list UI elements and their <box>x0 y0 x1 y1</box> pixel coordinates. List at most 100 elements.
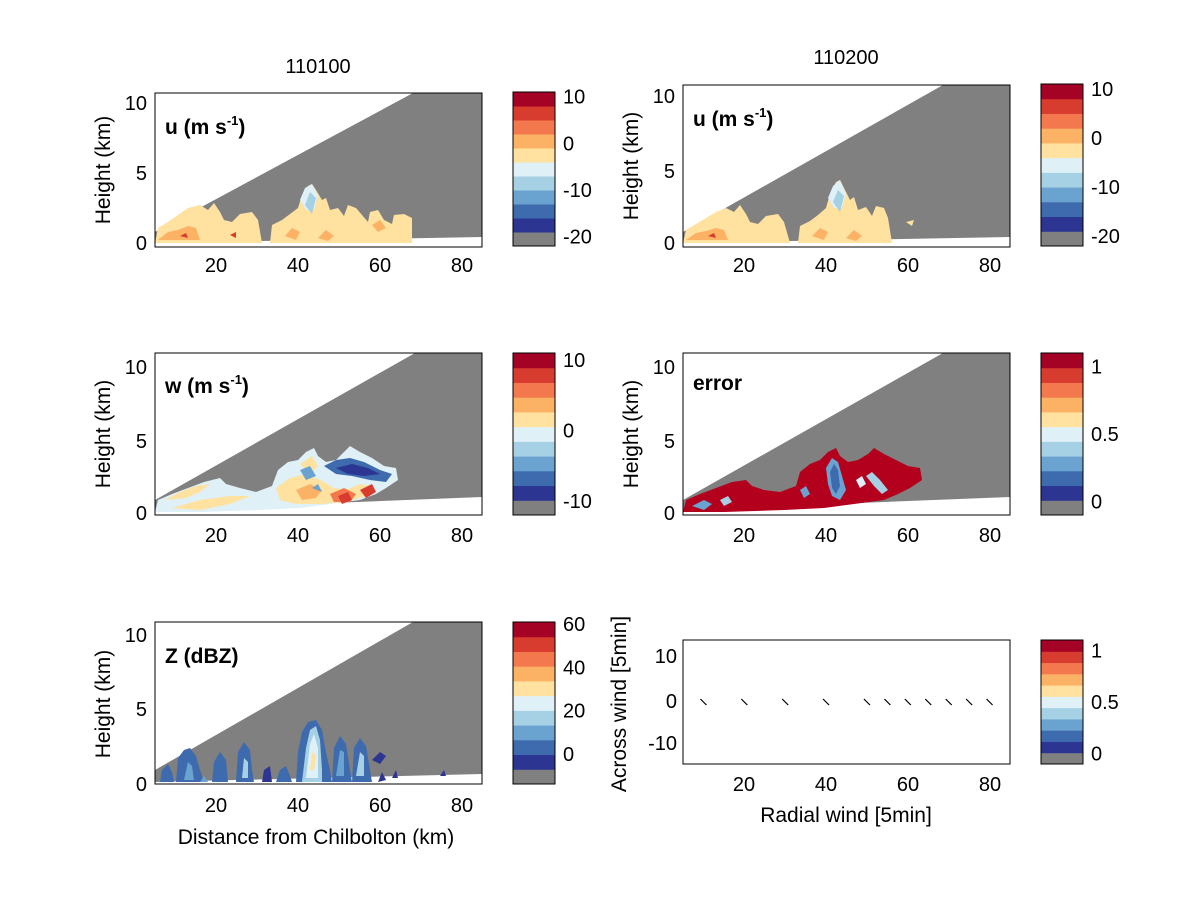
colorbar-bin <box>513 190 555 205</box>
colorbar-frame <box>1040 639 1084 765</box>
colorbar-bin <box>1041 397 1083 413</box>
colorbar-tick: 10 <box>1091 79 1113 101</box>
y-tick: 0 <box>136 774 147 796</box>
colorbar-bin <box>1041 367 1083 383</box>
x-tick-labels: 20 40 60 80 <box>205 525 473 547</box>
colorbar-bin <box>513 204 555 219</box>
colorbar-bin <box>513 382 555 398</box>
colorbar-bin <box>513 739 555 756</box>
colorbar-tick: -20 <box>563 227 592 249</box>
colorbar-bin <box>513 426 555 442</box>
y-tick: -10 <box>648 733 677 755</box>
colorbar-bin <box>1041 707 1083 720</box>
x-tick: 80 <box>979 525 1001 547</box>
colorbar-bin <box>1041 187 1083 203</box>
colorbar-bin <box>513 500 555 516</box>
panel-Z-left: 0 5 10 20 40 60 80 Distance from Chilbol… <box>92 621 483 849</box>
y-tick: 10 <box>125 625 147 647</box>
colorbar-bin <box>513 232 555 247</box>
wind-vector <box>986 698 993 706</box>
colorbar-bin <box>1041 718 1083 731</box>
axes-frame <box>154 621 483 785</box>
radar-cone <box>155 93 482 243</box>
x-tick: 40 <box>287 525 309 547</box>
colorbar-tick: 10 <box>563 87 585 109</box>
x-tick: 80 <box>451 255 473 277</box>
y-tick: 5 <box>136 163 147 185</box>
x-axis-label: Radial wind [5min] <box>760 804 932 827</box>
colorbar-frame <box>512 352 556 516</box>
echo-field <box>683 180 914 243</box>
column-title-left: 110100 <box>285 56 350 78</box>
x-tick: 60 <box>369 525 391 547</box>
colorbar-bin <box>513 769 555 785</box>
colorbar-bin <box>1041 662 1083 675</box>
colorbar-bin <box>513 725 555 741</box>
x-tick: 40 <box>287 795 309 817</box>
axes-frame <box>682 352 1011 516</box>
x-tick: 40 <box>815 774 837 796</box>
colorbar-tick: 40 <box>563 657 585 679</box>
colorbar-bin <box>1041 730 1083 742</box>
colorbar-tick: -10 <box>563 491 592 513</box>
y-axis-label: Height (km) <box>92 380 115 489</box>
colorbar-bin <box>1041 500 1083 516</box>
axes-frame <box>682 639 1011 765</box>
x-tick-labels: 20 40 60 80 <box>733 774 1001 796</box>
colorbar-bin <box>513 120 555 135</box>
wind-vector <box>883 698 891 706</box>
colorbar-tick: 20 <box>563 701 585 723</box>
colorbar-bin <box>1041 411 1083 428</box>
colorbar-bin <box>1041 426 1083 442</box>
y-tick: 5 <box>136 431 147 453</box>
wind-vector <box>965 698 973 706</box>
y-axis-label: Height (km) <box>92 116 115 225</box>
colorbar-tick: -20 <box>1091 226 1120 248</box>
colorbar-frame <box>1040 352 1084 516</box>
axes-frame <box>682 84 1011 248</box>
x-tick-labels: 20 40 60 80 <box>205 255 473 277</box>
x-tick: 40 <box>287 255 309 277</box>
colorbar-tick: -10 <box>563 180 592 202</box>
panel-label: w (m s-1) <box>164 372 249 398</box>
panel-u-left: 0 5 10 20 40 60 80 Height (km) u (m s-1) <box>92 92 483 277</box>
colorbar-bin <box>1041 98 1083 114</box>
colorbar-bin <box>1041 231 1083 247</box>
y-tick: 10 <box>125 357 147 379</box>
y-tick: 5 <box>136 699 147 721</box>
y-axis-label: Across wind [5min] <box>608 616 631 792</box>
x-tick: 80 <box>979 774 1001 796</box>
echo-field <box>155 184 412 243</box>
y-tick: 5 <box>664 161 675 183</box>
x-tick: 60 <box>369 255 391 277</box>
y-tick: 0 <box>666 691 677 713</box>
y-tick-labels: 0 5 10 <box>125 357 147 525</box>
colorbar-tick: 0 <box>1091 492 1102 514</box>
colorbar-bin <box>1041 651 1083 664</box>
x-tick: 60 <box>897 255 919 277</box>
x-tick-labels: 20 40 60 80 <box>733 255 1001 277</box>
y-tick: 10 <box>653 86 675 108</box>
y-tick: 5 <box>664 431 675 453</box>
colorbar: 10 0 -10 -20 <box>1040 79 1120 248</box>
colorbar: 10.50 <box>1040 639 1119 766</box>
colorbar-tick: 10 <box>563 350 585 372</box>
colorbar-tick: 0 <box>1091 128 1102 150</box>
colorbar-bin <box>513 456 555 472</box>
y-tick-labels: 0 5 10 <box>125 93 147 255</box>
colorbar-bin <box>513 92 555 107</box>
echo-field <box>683 448 922 512</box>
y-tick: 10 <box>653 357 675 379</box>
panel-label: Z (dBZ) <box>165 645 238 668</box>
colorbar-bin <box>1041 353 1083 369</box>
x-tick: 40 <box>815 255 837 277</box>
radar-cone <box>683 353 1010 510</box>
colorbar-bin <box>1041 216 1083 232</box>
colorbar-bin <box>1041 752 1083 765</box>
radar-cone <box>155 622 482 782</box>
colorbar-tick: 0.5 <box>1091 692 1119 714</box>
colorbar-tick: -10 <box>1091 177 1120 199</box>
colorbar-bin <box>1041 172 1083 188</box>
colorbar-bin <box>513 148 555 163</box>
